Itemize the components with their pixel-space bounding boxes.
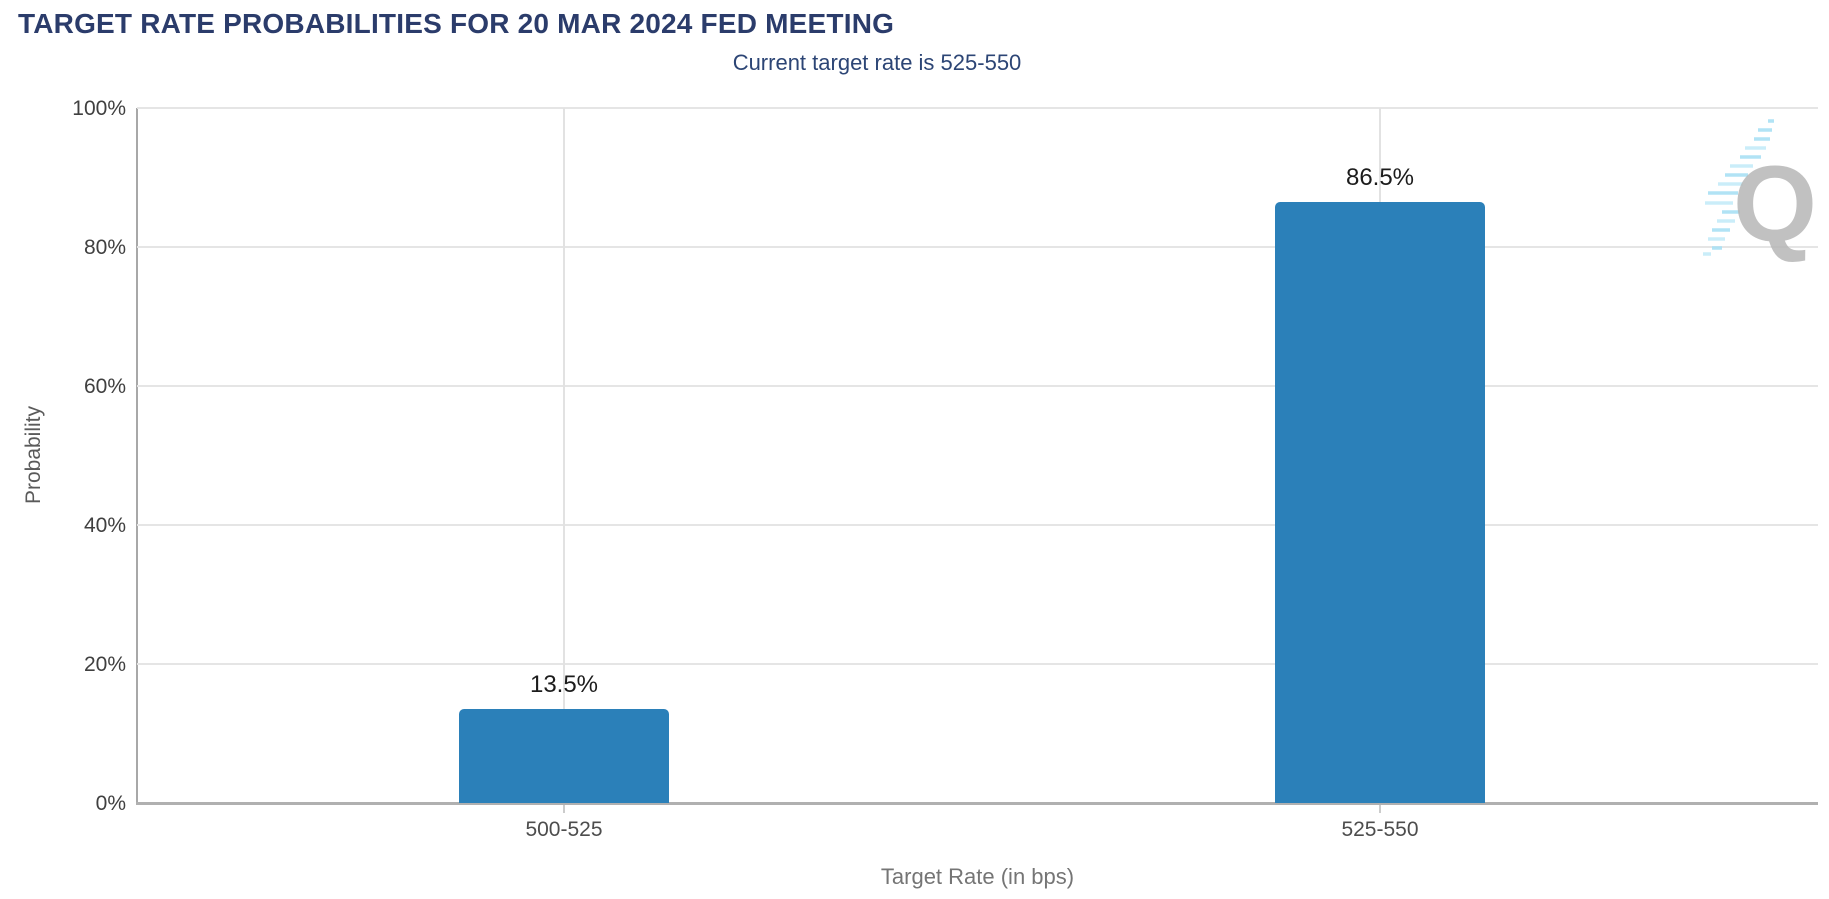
- plot-area: 13.5% 86.5%: [137, 107, 1818, 803]
- x-tick-label: 500-525: [525, 818, 603, 841]
- probability-bar[interactable]: [1275, 201, 1485, 803]
- x-axis-line: [136, 802, 1818, 805]
- x-tick-mark: [563, 805, 565, 813]
- chart-title: TARGET RATE PROBABILITIES FOR 20 MAR 202…: [18, 8, 895, 39]
- y-tick-label: 100%: [72, 97, 126, 120]
- x-tick-mark: [1379, 805, 1381, 813]
- y-axis-title: Probability: [22, 405, 45, 505]
- y-tick-label: 40%: [83, 514, 126, 537]
- y-axis-line: [136, 108, 138, 803]
- y-tick-label: 60%: [83, 375, 126, 398]
- gridline-horizontal: [137, 107, 1818, 109]
- chart-subtitle: Current target rate is 525-550: [732, 50, 1022, 75]
- y-tick-label: 20%: [83, 653, 126, 676]
- y-tick-label: 80%: [83, 236, 126, 259]
- probability-bar[interactable]: [459, 709, 669, 803]
- y-tick-label: 0%: [95, 792, 126, 815]
- gridline-horizontal: [137, 385, 1818, 387]
- gridline-horizontal: [137, 246, 1818, 248]
- gridline-vertical: [563, 108, 565, 803]
- x-axis-title: Target Rate (in bps): [880, 864, 1075, 889]
- x-tick-label: 525-550: [1341, 818, 1419, 841]
- gridline-horizontal: [137, 663, 1818, 665]
- gridline-horizontal: [137, 524, 1818, 526]
- bar-value-label: 13.5%: [529, 671, 599, 699]
- bar-value-label: 86.5%: [1345, 163, 1415, 191]
